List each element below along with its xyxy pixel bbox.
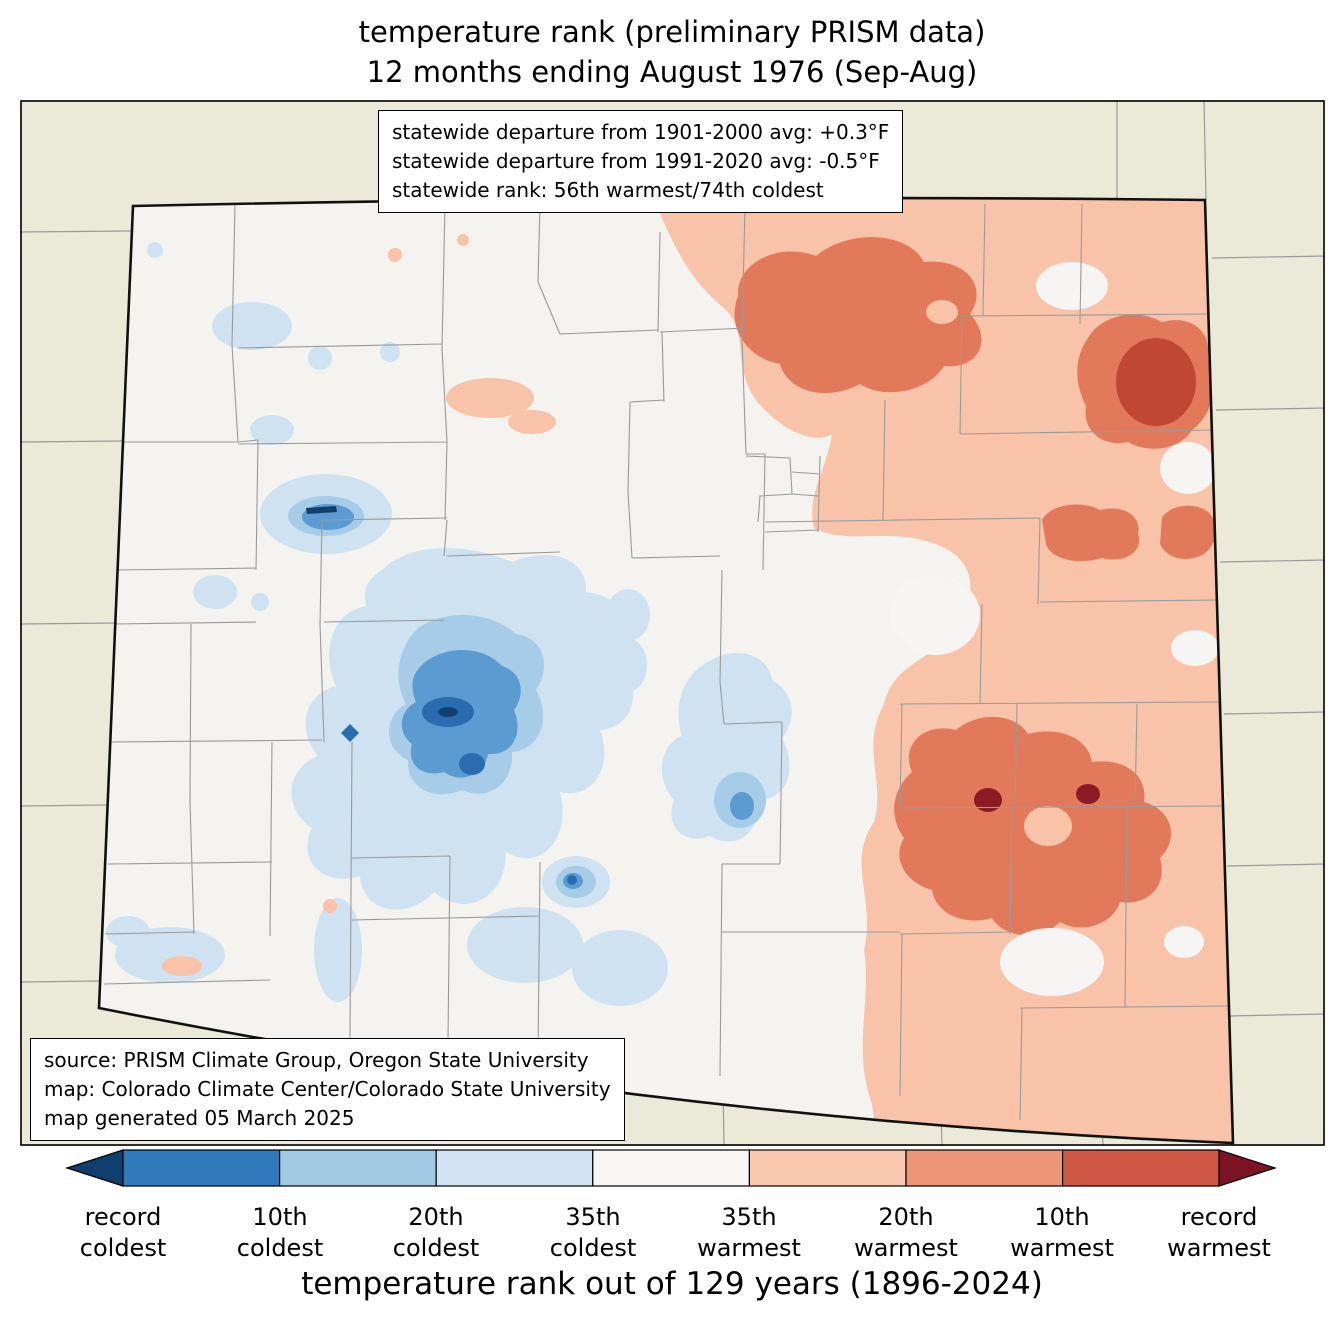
colorbar-arrow-record-warmest: [1218, 1149, 1277, 1187]
statewide-stats-box: statewide departure from 1901-2000 avg: …: [378, 110, 904, 213]
stats-rank: statewide rank: 56th warmest/74th coldes…: [392, 178, 824, 202]
legend-label-35th-coldest: 35th coldest: [549, 1203, 637, 1262]
county-boundaries: [103, 202, 1230, 1121]
title-line-2: 12 months ending August 1976 (Sep-Aug): [366, 55, 978, 89]
colorado-temperature-rank-map: [20, 100, 1325, 1146]
map-credit-line: map: Colorado Climate Center/Colorado St…: [44, 1077, 611, 1101]
region-warm-northeast-core: [1116, 338, 1196, 426]
source-line: source: PRISM Climate Group, Oregon Stat…: [44, 1048, 589, 1072]
legend-label-10th-warmest: 10th warmest: [1010, 1203, 1114, 1262]
map-title: temperature rank (preliminary PRISM data…: [0, 12, 1344, 92]
temperature-rank-colorbar: [65, 1149, 1277, 1187]
colorbar-arrow-record-coldest: [65, 1149, 124, 1187]
neutral-holes: [890, 262, 1219, 996]
colorbar-caption: temperature rank out of 129 years (1896-…: [301, 1266, 1043, 1302]
warm-regions-record: [974, 784, 1100, 812]
generated-date-line: map generated 05 March 2025: [44, 1106, 355, 1130]
cold-regions-record: [306, 506, 458, 717]
legend-label-20th-warmest: 20th warmest: [854, 1203, 958, 1262]
legend-label-20th-coldest: 20th coldest: [392, 1203, 480, 1262]
legend-label-10th-coldest: 10th coldest: [236, 1203, 324, 1262]
legend-label-record-coldest: record coldest: [79, 1203, 167, 1262]
warm-regions-dark: [1116, 338, 1196, 426]
warm-regions-salmon-overlay: [926, 300, 1072, 846]
title-line-1: temperature rank (preliminary PRISM data…: [358, 15, 986, 49]
legend-label-35th-warmest: 35th warmest: [697, 1203, 801, 1262]
stats-departure-1901-2000: statewide departure from 1901-2000 avg: …: [392, 120, 890, 144]
map-frame: [20, 100, 1325, 1146]
stats-departure-1991-2020: statewide departure from 1991-2020 avg: …: [392, 149, 880, 173]
legend-label-record-warmest: record warmest: [1167, 1203, 1271, 1262]
source-credit-box: source: PRISM Climate Group, Oregon Stat…: [30, 1038, 625, 1141]
region-warm-north-central: [734, 237, 982, 394]
anomaly-regions: [103, 198, 1233, 1143]
